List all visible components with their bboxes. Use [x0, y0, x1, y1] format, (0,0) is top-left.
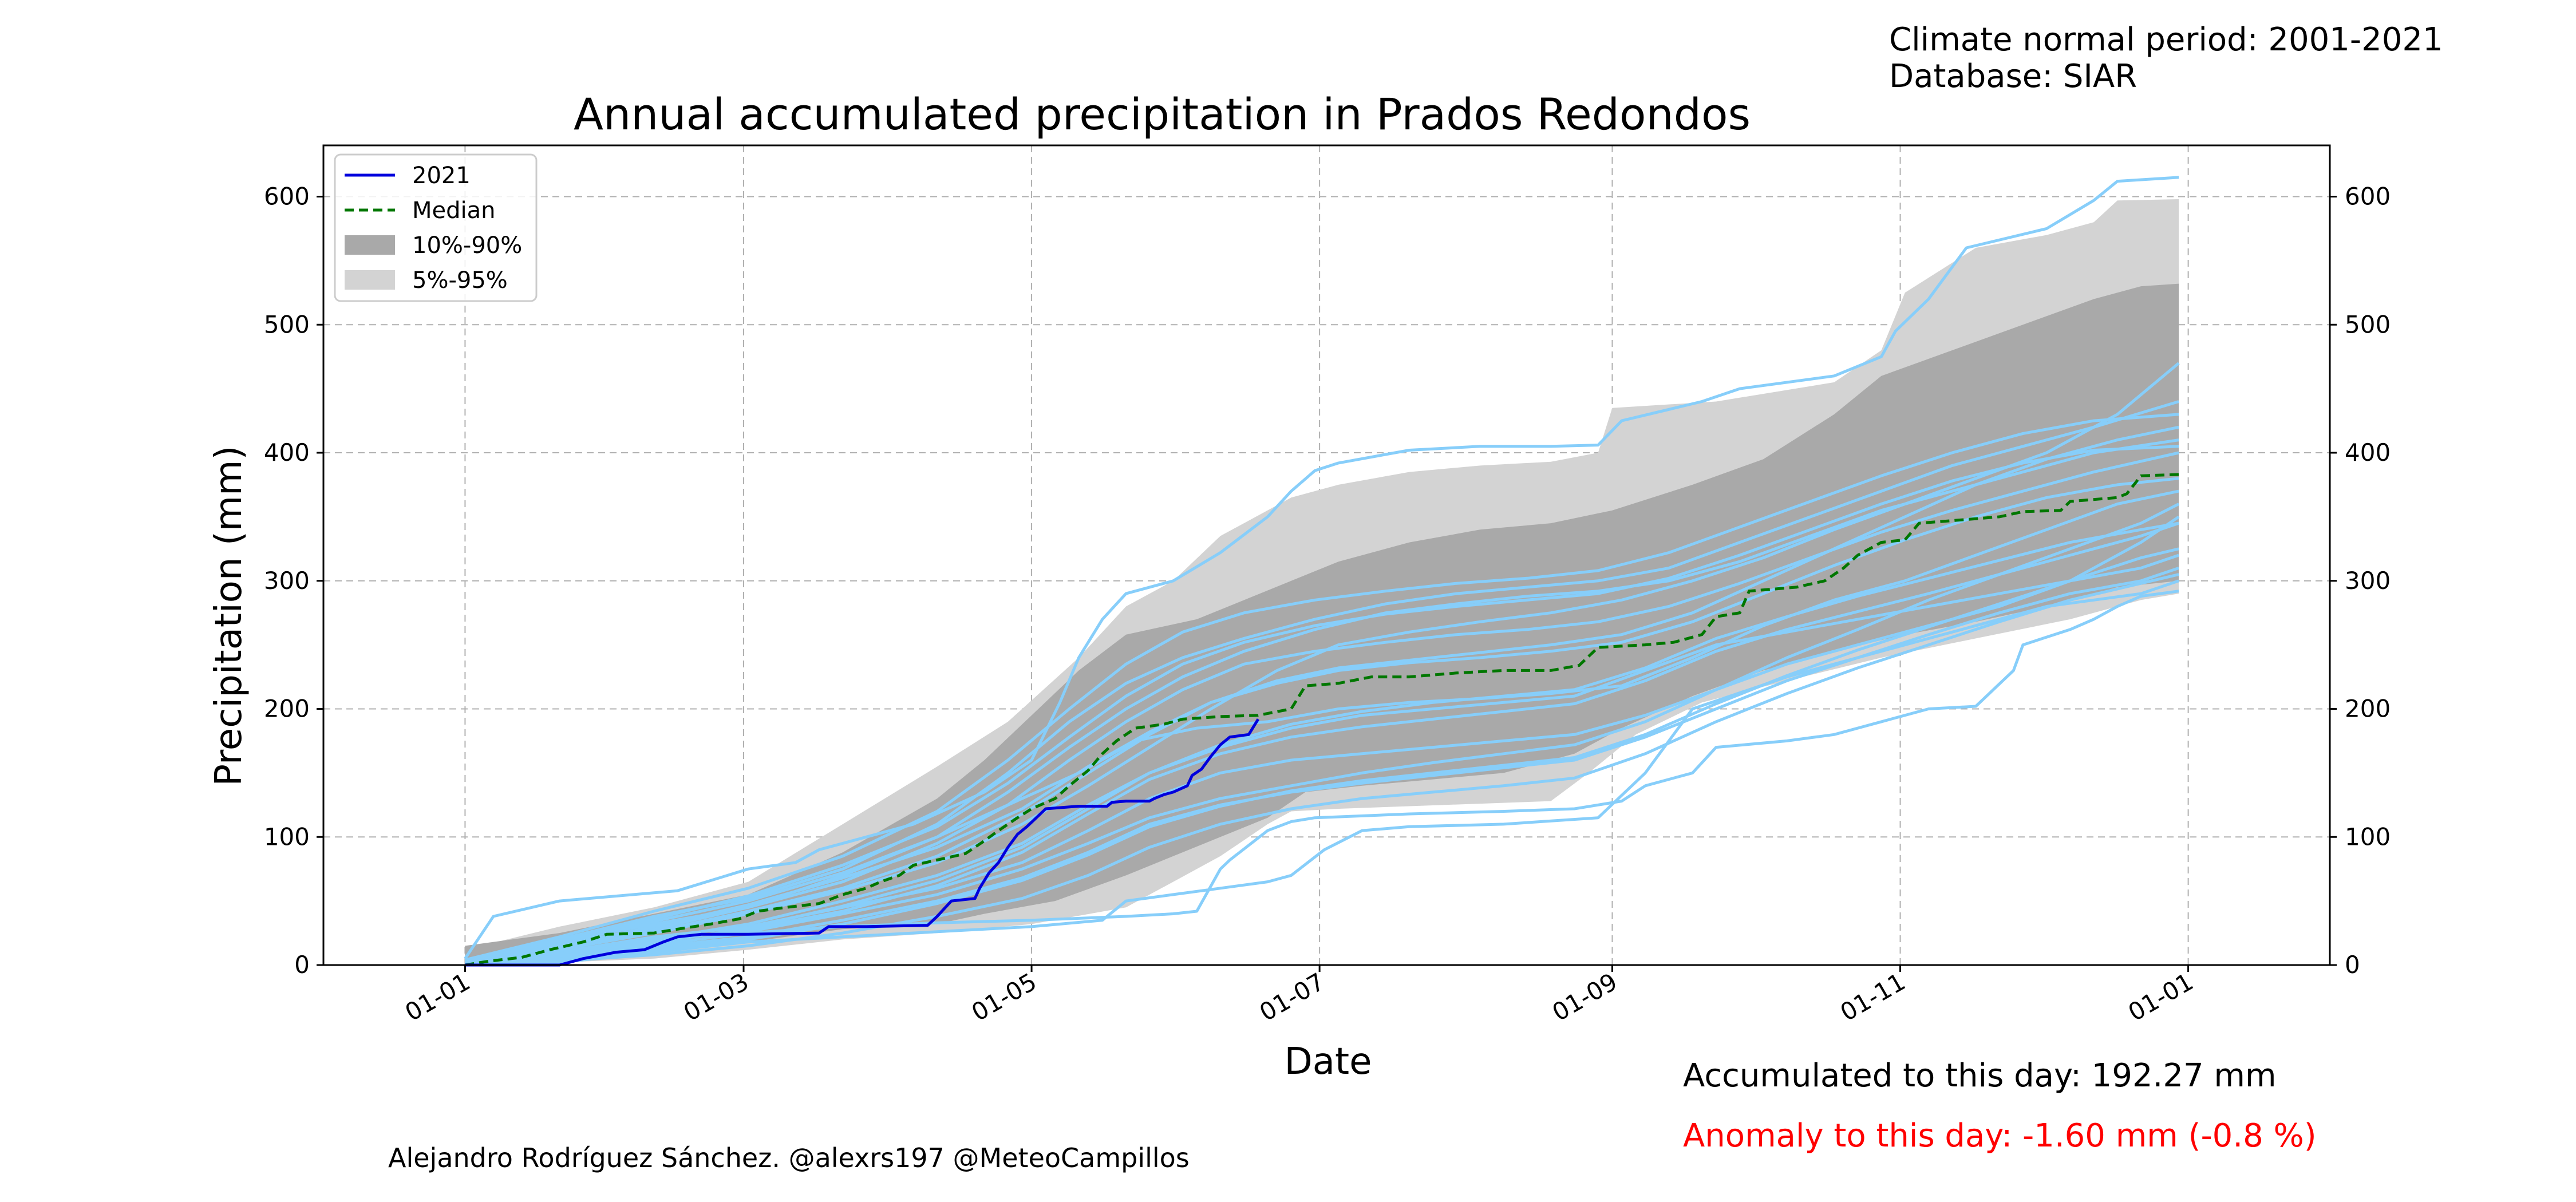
legend-swatch-band-5-95	[345, 270, 395, 290]
legend-label: 10%-90%	[412, 232, 522, 259]
legend-swatch-band-10-90	[345, 235, 395, 255]
historical-year-line	[464, 477, 2179, 964]
historical-year-line	[465, 503, 2180, 966]
y-tick-label-right: 0	[2345, 951, 2360, 979]
axis-ticks: 0 0 100 100 200 200 300 300 400 400 500 500 600 600 01…	[264, 183, 2391, 1027]
x-tick-label: 01-01	[2123, 967, 2198, 1026]
y-tick-label: 0	[294, 951, 310, 979]
climate-note: Climate normal period: 2001-2021 Databas…	[1889, 22, 2443, 95]
historical-year-line	[465, 553, 2179, 966]
plot-frame	[322, 144, 2331, 966]
x-tick-label: 01-03	[679, 967, 753, 1026]
x-tick-label: 01-05	[967, 967, 1041, 1026]
x-tick-label: 01-01	[400, 967, 475, 1026]
historical-year-line	[465, 425, 2179, 964]
y-tick-label-right: 500	[2345, 310, 2391, 338]
historical-year-lines	[464, 176, 2180, 967]
anomaly-text: Anomaly to this day: -1.60 mm (-0.8 %)	[1683, 1117, 2317, 1154]
x-tick-label: 01-11	[1835, 967, 1910, 1026]
historical-year-line	[465, 573, 2179, 967]
legend-label: 2021	[412, 163, 471, 189]
y-tick-label-right: 400	[2345, 438, 2391, 466]
y-tick-label: 100	[264, 823, 310, 851]
y-tick-label: 300	[264, 567, 310, 595]
historical-year-line	[464, 176, 2179, 960]
database-text: Database: SIAR	[1889, 58, 2138, 95]
historical-year-line	[465, 567, 2179, 967]
median-line-group	[464, 473, 2179, 967]
legend-box	[334, 153, 538, 302]
historical-year-line	[464, 445, 2179, 963]
historical-year-line	[464, 400, 2179, 962]
legend-label: 5%-95%	[412, 267, 508, 294]
current-year-line	[465, 718, 1260, 967]
y-tick-label: 200	[264, 695, 310, 723]
y-tick-label-right: 300	[2345, 567, 2391, 595]
accumulated-text: Accumulated to this day: 192.27 mm	[1683, 1057, 2277, 1094]
y-tick-label: 600	[264, 183, 310, 211]
credit-text: Alejandro Rodríguez Sánchez. @alexrs197 …	[388, 1142, 1190, 1173]
y-tick-label: 400	[264, 438, 310, 466]
current-year-line-group	[465, 718, 1260, 967]
x-tick-label: 01-09	[1547, 967, 1622, 1026]
x-tick-label: 01-07	[1255, 967, 1329, 1026]
historical-year-line	[464, 451, 2179, 964]
climate-period-text: Climate normal period: 2001-2021	[1889, 21, 2443, 58]
historical-year-line	[465, 590, 2179, 967]
y-tick-label: 500	[264, 310, 310, 338]
historical-year-line	[465, 579, 2179, 967]
historical-year-line	[464, 489, 2179, 963]
historical-year-line	[464, 413, 2179, 962]
historical-year-line	[465, 521, 2179, 966]
y-tick-label-right: 100	[2345, 823, 2391, 851]
y-tick-label-right: 200	[2345, 695, 2391, 723]
legend-label: Median	[412, 197, 496, 224]
x-axis-label: Date	[1284, 1041, 1372, 1083]
y-tick-label-right: 600	[2345, 183, 2391, 211]
legend: 2021 Median 10%-90% 5%-95%	[334, 153, 538, 302]
y-axis-label: Precipitation (mm)	[208, 445, 250, 786]
median-line	[464, 473, 2179, 967]
historical-year-line	[465, 521, 2179, 966]
chart-title: Annual accumulated precipitation in Prad…	[573, 89, 1751, 140]
